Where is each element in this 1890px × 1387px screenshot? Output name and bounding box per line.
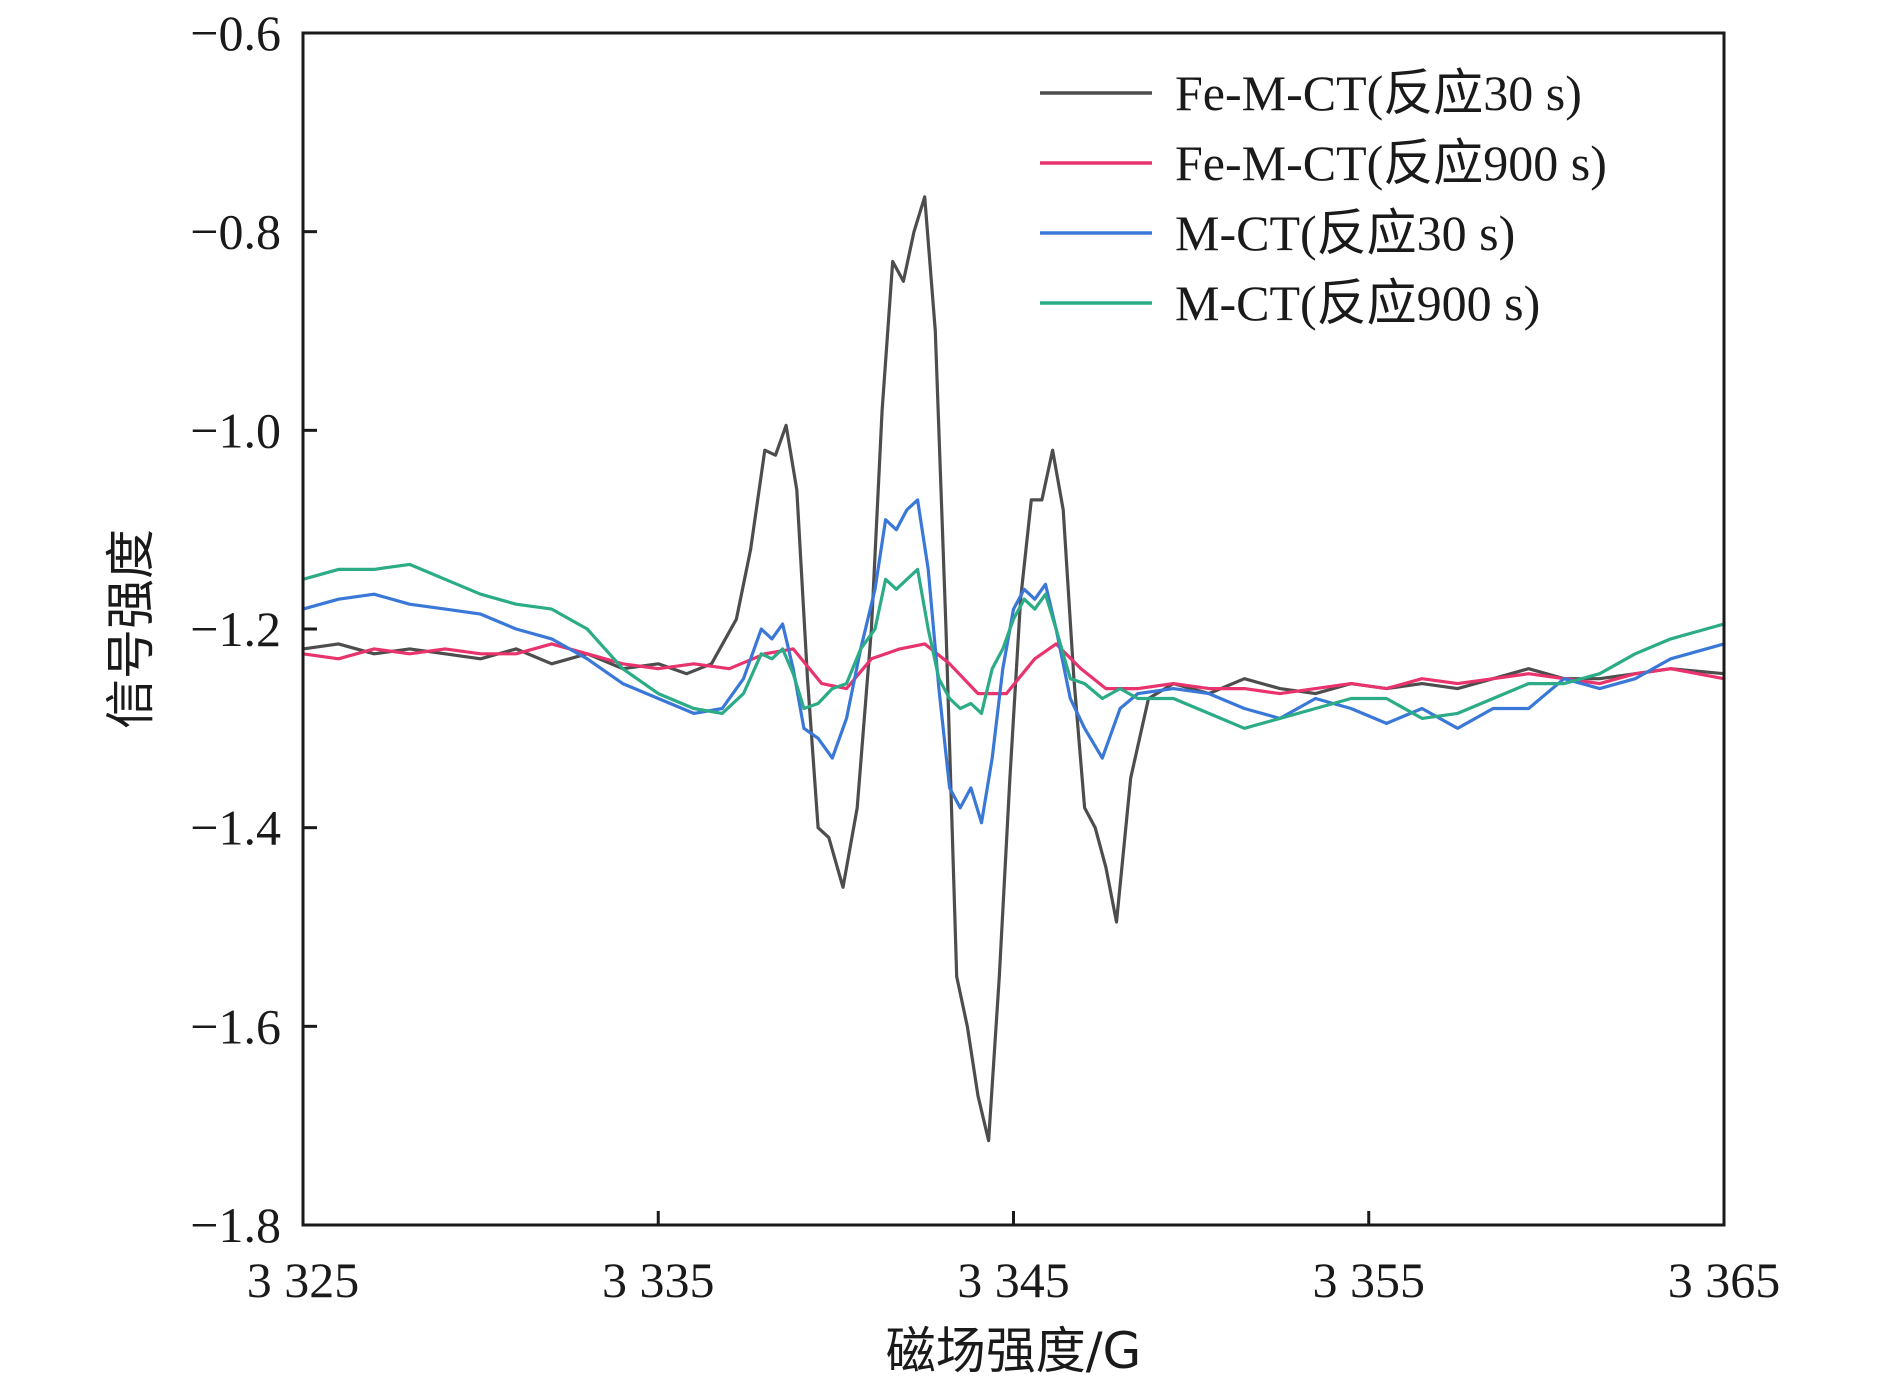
x-tick-label: 3 325 — [247, 1252, 360, 1308]
series-line-4 — [301, 562, 1726, 730]
legend-label: Fe-M-CT(反应900 s) — [1175, 135, 1607, 191]
series-line-3 — [301, 498, 1726, 825]
x-tick-label: 3 335 — [602, 1252, 715, 1308]
y-tick-label: −1.4 — [190, 800, 281, 856]
series-layer — [301, 195, 1726, 1143]
x-axis-title: 磁场强度/G — [886, 1322, 1142, 1380]
series-line-2 — [301, 642, 1726, 696]
y-tick-label: −1.0 — [190, 402, 281, 458]
y-tick-label: −0.6 — [190, 5, 281, 61]
y-tick-label: −1.2 — [190, 601, 281, 657]
y-tick-label: −0.8 — [190, 204, 281, 260]
x-tick-label: 3 365 — [1668, 1252, 1781, 1308]
series-line-1 — [301, 195, 1726, 1143]
axis-ticks: 3 325 3 335 3 345 3 355 3 365 −1.8 −1.6 −1.4 −1.… — [190, 5, 1780, 1308]
y-axis-title: 信号强度 — [102, 529, 160, 729]
legend-label: M-CT(反应30 s) — [1175, 205, 1515, 261]
y-tick-label: −1.8 — [190, 1197, 281, 1253]
x-tick-label: 3 355 — [1313, 1252, 1426, 1308]
legend-label: M-CT(反应900 s) — [1175, 275, 1540, 331]
x-tick-label: 3 345 — [957, 1252, 1070, 1308]
legend-label: Fe-M-CT(反应30 s) — [1175, 65, 1582, 121]
y-tick-label: −1.6 — [190, 998, 281, 1054]
legend: Fe-M-CT(反应30 s) Fe-M-CT(反应900 s) M-CT(反应30… — [1040, 65, 1607, 331]
